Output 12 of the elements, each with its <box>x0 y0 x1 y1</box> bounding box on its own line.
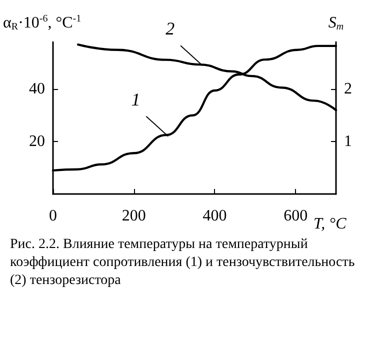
y2-tick-label: 1 <box>344 133 352 150</box>
x-tick-label: 0 <box>49 208 57 224</box>
y-tick-label: 40 <box>29 80 45 98</box>
y2-tick-label: 2 <box>344 80 352 98</box>
x-tick-label: 600 <box>284 208 308 224</box>
text: Рис. 2.2. Влияние температуры на температурный коэффициент сопротивления (1) и тензочувствительность (2) тензорезистора <box>9 236 356 290</box>
y-tick-label: 20 <box>29 133 45 150</box>
annotation: 1 <box>131 89 140 110</box>
x-tick-label: 400 <box>202 208 227 224</box>
x-tick-label: 200 <box>122 208 146 224</box>
x-axis-title: T, °C <box>313 216 347 232</box>
annotation: 2 <box>166 18 175 39</box>
